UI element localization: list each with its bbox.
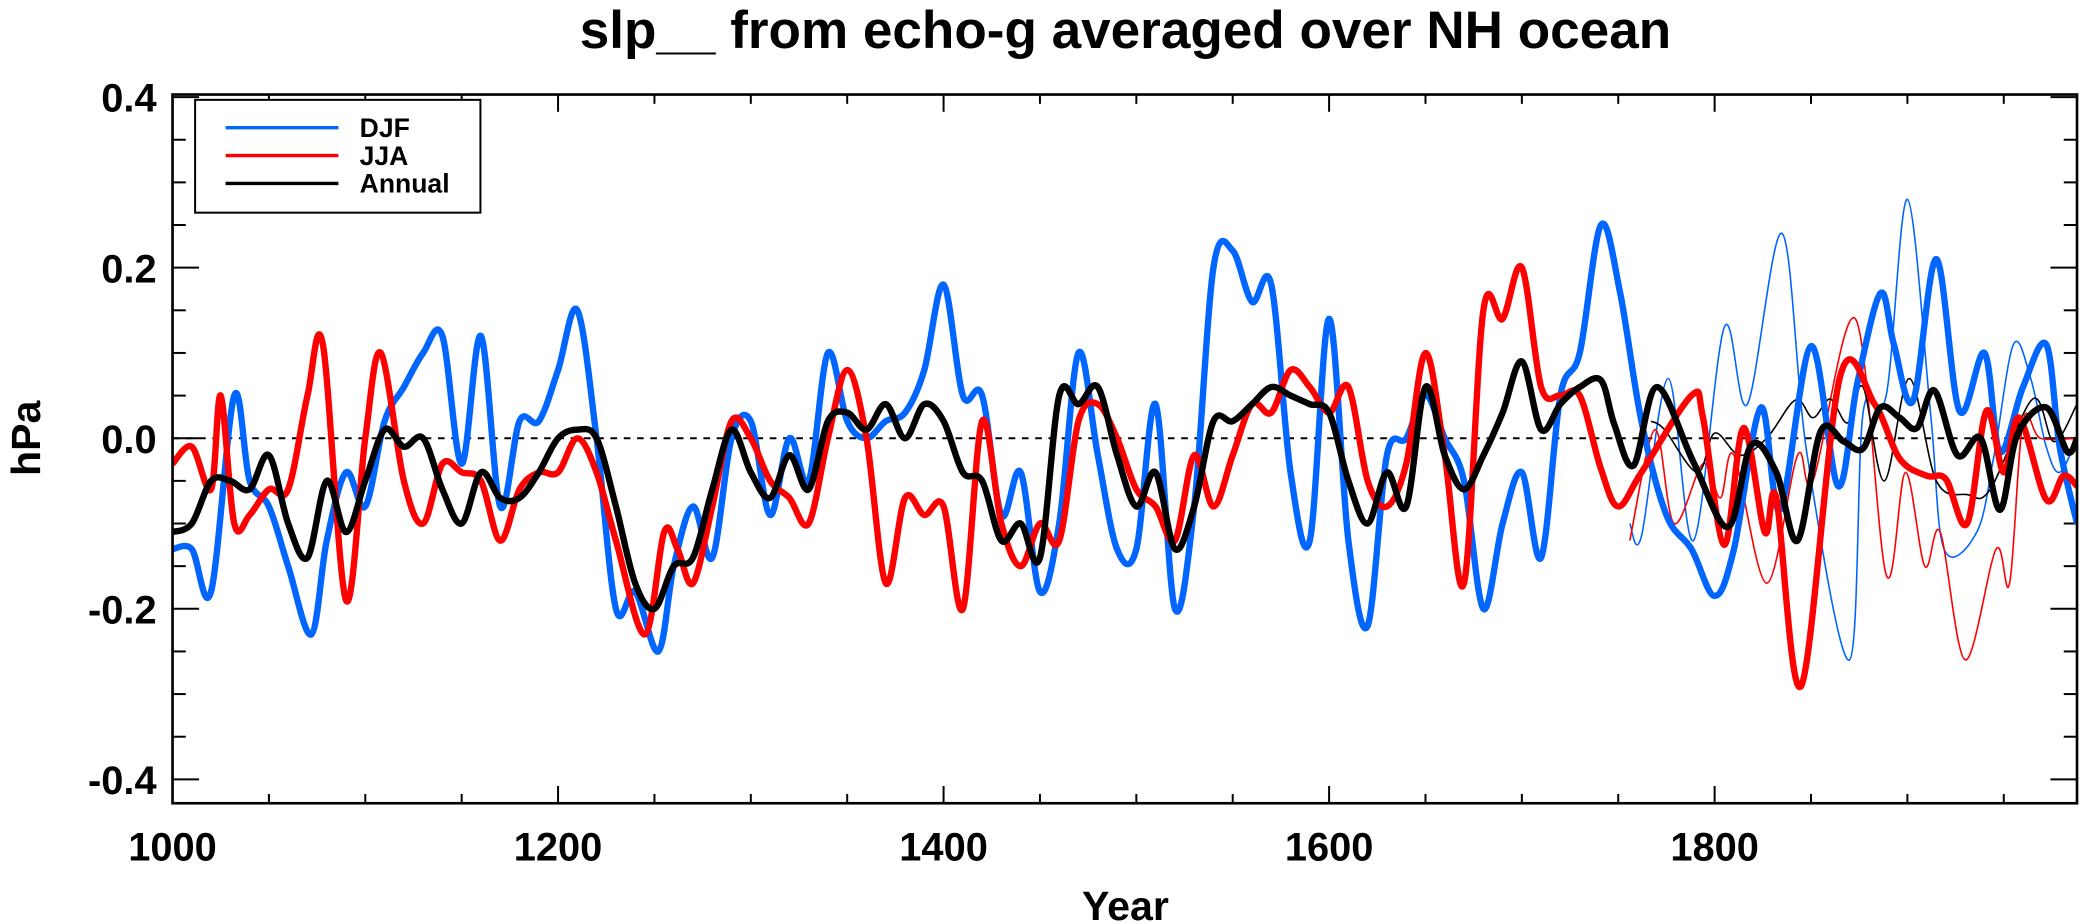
x-tick-label: 1400 [899, 825, 988, 869]
series-lines [172, 198, 2078, 691]
axis-ticks [171, 94, 2078, 804]
x-tick-label: 1800 [1670, 825, 1759, 869]
x-tick-label: 1200 [514, 825, 603, 869]
y-tick-label: 0.2 [101, 247, 156, 291]
legend-label-djf: DJF [360, 113, 410, 143]
plot-frame [171, 93, 2079, 805]
chart-title: slp__ from echo-g averaged over NH ocean [580, 1, 1671, 60]
x-tick-label: 1000 [128, 825, 217, 869]
y-tick-label: -0.2 [88, 588, 157, 632]
legend-label-jja: JJA [360, 141, 409, 171]
y-axis-label: hPa [3, 399, 49, 476]
x-tick-label: 1600 [1285, 825, 1374, 869]
series-line-jja-thin [1628, 317, 2078, 661]
legend-label-annual: Annual [360, 169, 450, 199]
y-tick-label: 0.0 [101, 418, 156, 462]
y-tick-label: 0.4 [101, 77, 156, 121]
y-tick-label: -0.4 [88, 759, 157, 803]
series-line-annual [172, 358, 2078, 613]
tick-labels: 1000 1200 1400 1600 1800 0.4 0.2 0.0 -0.2 -0.4 [88, 77, 1759, 870]
series-line-jja [172, 262, 2078, 691]
x-axis-label: Year [1082, 883, 1169, 923]
